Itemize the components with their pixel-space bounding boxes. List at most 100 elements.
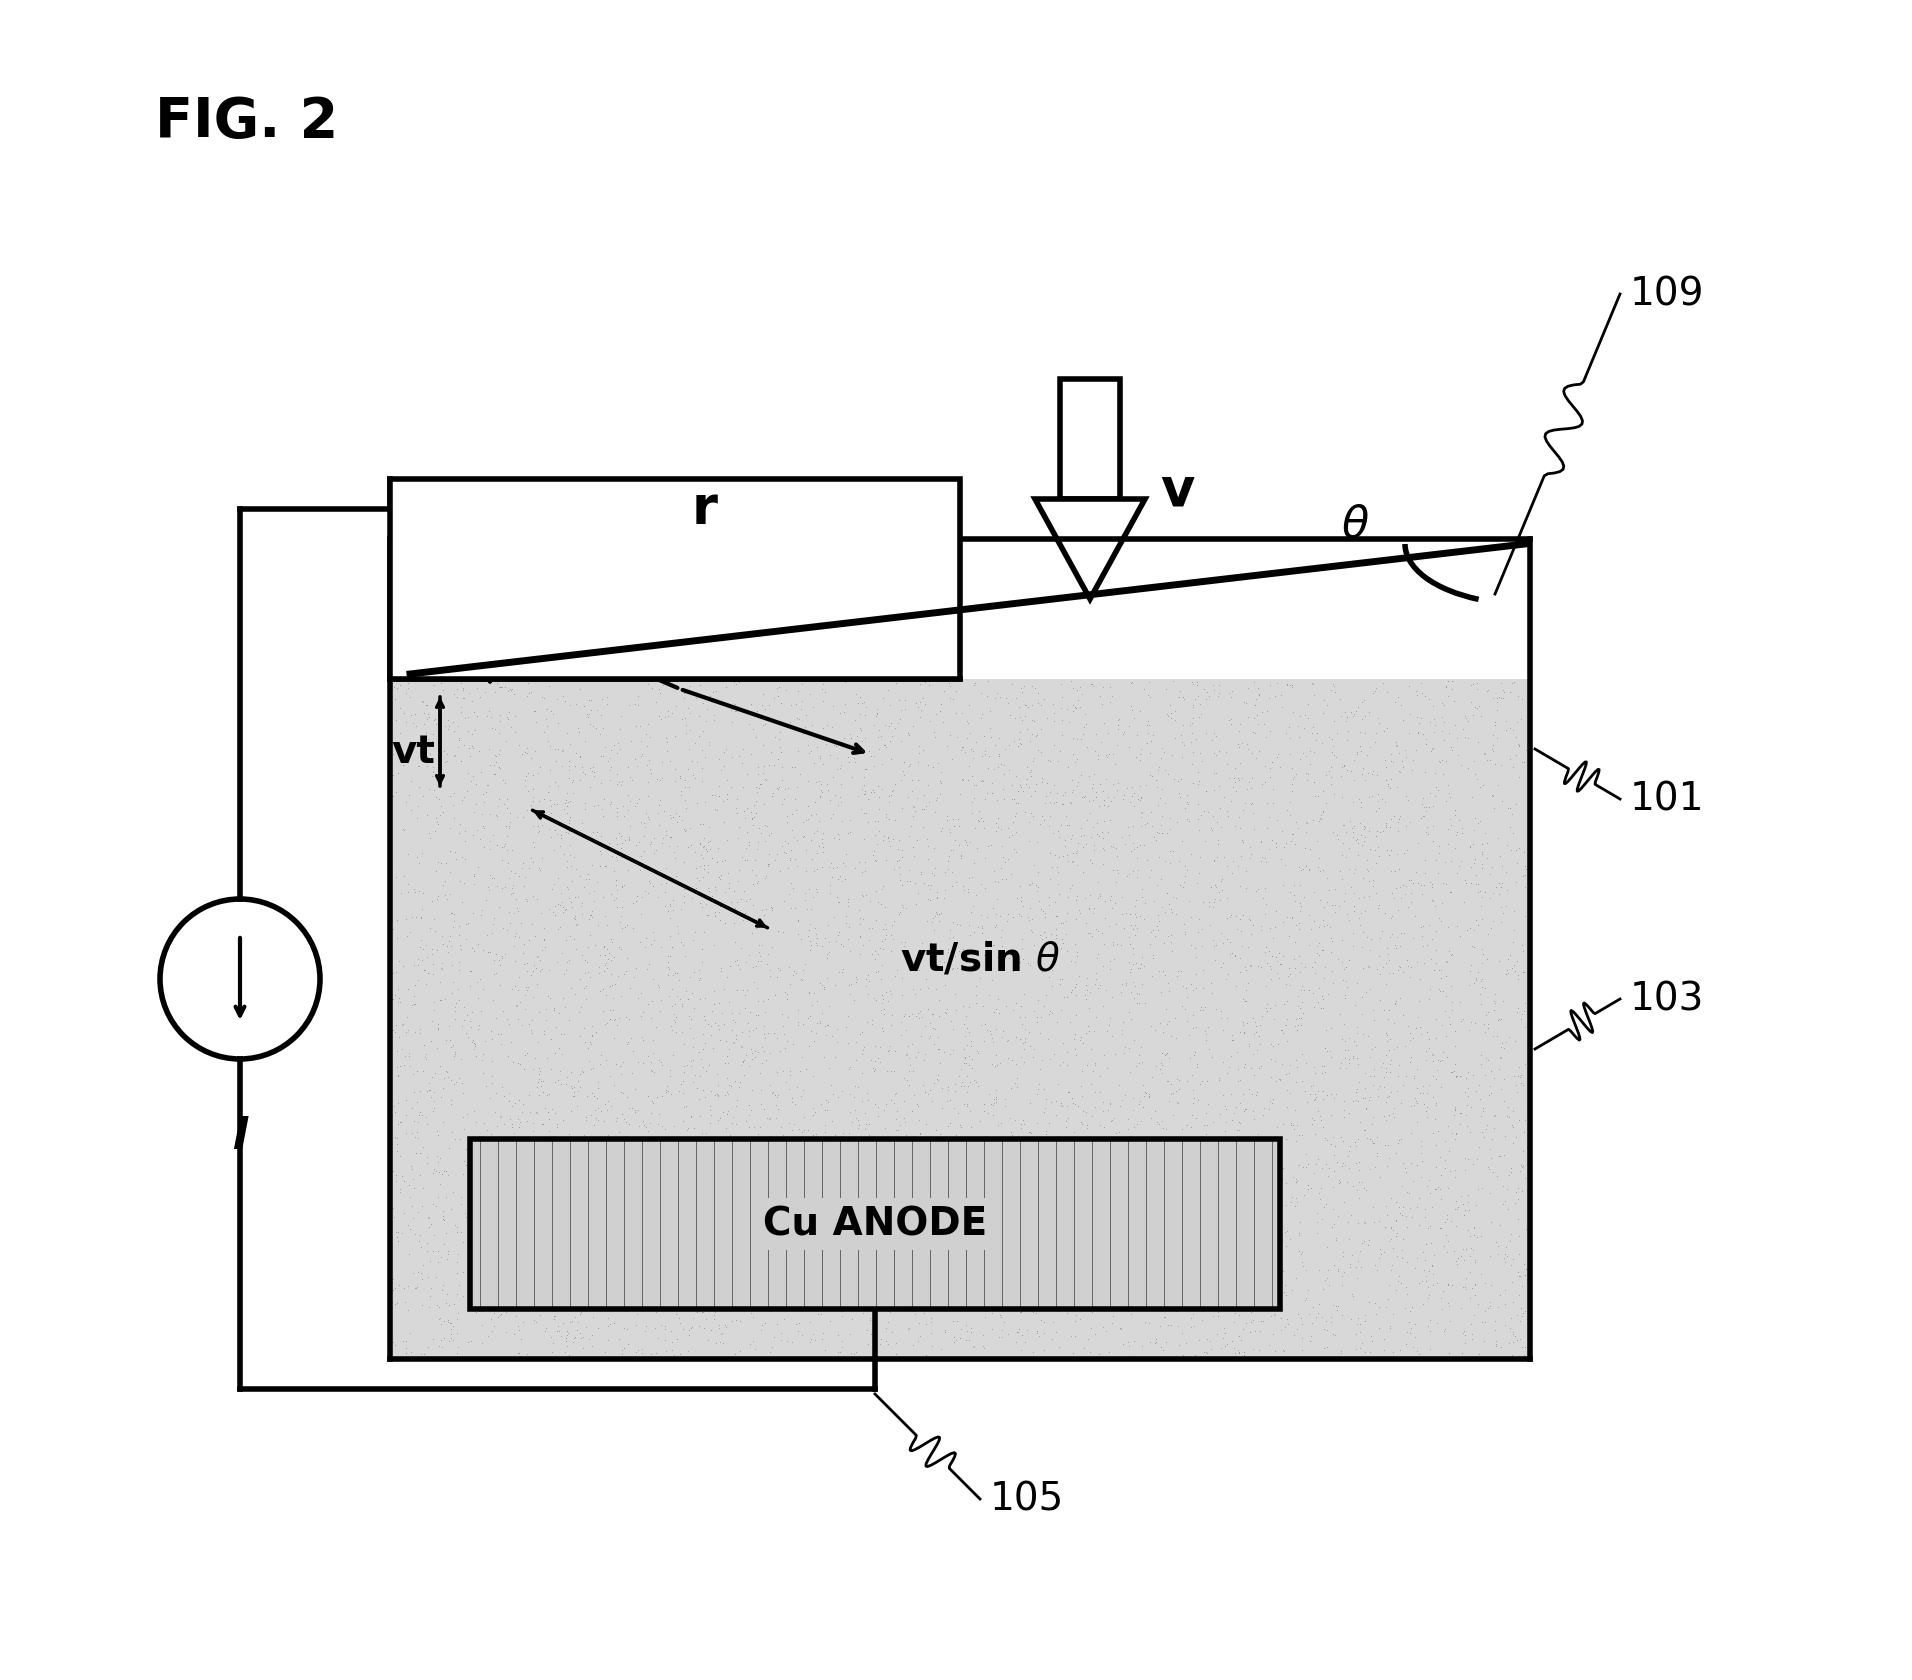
Point xyxy=(1510,738,1541,764)
Point xyxy=(1224,768,1254,795)
Point xyxy=(1392,837,1423,864)
Point xyxy=(1243,682,1273,709)
Point xyxy=(423,1142,453,1169)
Point xyxy=(430,850,461,877)
Point xyxy=(849,800,880,827)
Point xyxy=(1440,712,1470,739)
Point xyxy=(797,1095,828,1122)
Point xyxy=(549,1339,579,1366)
Point xyxy=(1254,837,1285,864)
Point xyxy=(937,932,967,959)
Point xyxy=(813,1097,843,1124)
Point xyxy=(1375,1314,1405,1341)
Point xyxy=(600,885,631,912)
Point xyxy=(832,842,862,869)
Point xyxy=(1080,1188,1111,1215)
Point xyxy=(612,1315,642,1342)
Point xyxy=(977,1315,1008,1342)
Point xyxy=(1182,726,1212,753)
Point xyxy=(860,937,891,964)
Point xyxy=(530,685,560,712)
Point xyxy=(1390,874,1421,900)
Point xyxy=(447,1282,478,1309)
Point xyxy=(805,785,836,811)
Point xyxy=(447,1080,478,1107)
Point xyxy=(428,1109,459,1136)
Point xyxy=(1350,1085,1380,1112)
Point xyxy=(405,1260,436,1287)
Point xyxy=(379,763,409,790)
Point xyxy=(815,1055,845,1082)
Point xyxy=(631,732,662,759)
Point xyxy=(1358,1104,1388,1131)
Point xyxy=(1168,1341,1199,1368)
Point xyxy=(902,880,933,907)
Point xyxy=(566,1240,597,1267)
Point xyxy=(417,763,447,790)
Point xyxy=(734,1102,765,1129)
Point xyxy=(866,751,897,778)
Point xyxy=(1478,1159,1509,1186)
Point xyxy=(956,1033,987,1060)
Point xyxy=(1457,1151,1488,1178)
Point xyxy=(864,818,895,845)
Point xyxy=(807,1289,837,1315)
Point xyxy=(1054,1156,1084,1183)
Point xyxy=(996,1221,1027,1248)
Point xyxy=(1224,874,1254,900)
Point xyxy=(1396,1026,1426,1053)
Point xyxy=(1340,827,1371,853)
Point xyxy=(746,1090,776,1117)
Point xyxy=(1113,815,1143,842)
Point xyxy=(516,746,547,773)
Point xyxy=(1486,1142,1516,1169)
Point xyxy=(497,1186,528,1213)
Point xyxy=(1113,1297,1143,1324)
Point xyxy=(589,1181,619,1208)
Point xyxy=(1419,1119,1449,1146)
Point xyxy=(1363,781,1394,808)
Point xyxy=(1283,916,1314,942)
Point xyxy=(1312,1257,1342,1284)
Point xyxy=(1034,803,1065,830)
Point xyxy=(1187,1068,1218,1095)
Point xyxy=(445,1184,476,1211)
Point xyxy=(981,818,1011,845)
Point xyxy=(688,1055,719,1082)
Point xyxy=(862,773,893,800)
Point xyxy=(1140,1099,1170,1126)
Point xyxy=(1455,1243,1486,1270)
Point xyxy=(1006,1144,1036,1171)
Point xyxy=(746,1317,776,1344)
Point xyxy=(992,1026,1023,1053)
Point xyxy=(1338,880,1369,907)
Point xyxy=(1260,991,1291,1018)
Point xyxy=(753,852,784,879)
Point xyxy=(1029,1230,1059,1257)
Point xyxy=(1212,1152,1243,1179)
Point xyxy=(847,1184,878,1211)
Point xyxy=(1335,1139,1365,1166)
Point xyxy=(384,1023,415,1050)
Point xyxy=(1006,731,1036,758)
Point xyxy=(1270,1272,1300,1299)
Point xyxy=(1394,786,1424,813)
Point xyxy=(1377,921,1407,948)
Point xyxy=(560,906,591,932)
Point xyxy=(1147,1116,1178,1142)
Point xyxy=(847,690,878,717)
Point xyxy=(382,1110,413,1137)
Point xyxy=(788,823,818,850)
Point xyxy=(769,828,799,855)
Point xyxy=(1463,959,1493,986)
Point xyxy=(1426,1163,1457,1189)
Point xyxy=(1434,914,1465,941)
Point xyxy=(405,1193,436,1220)
Point xyxy=(1482,689,1512,716)
Point xyxy=(736,1040,767,1067)
Point xyxy=(841,966,872,993)
Point xyxy=(673,1186,704,1213)
Point xyxy=(952,1282,983,1309)
Point xyxy=(1182,1104,1212,1131)
Point xyxy=(1145,1010,1176,1037)
